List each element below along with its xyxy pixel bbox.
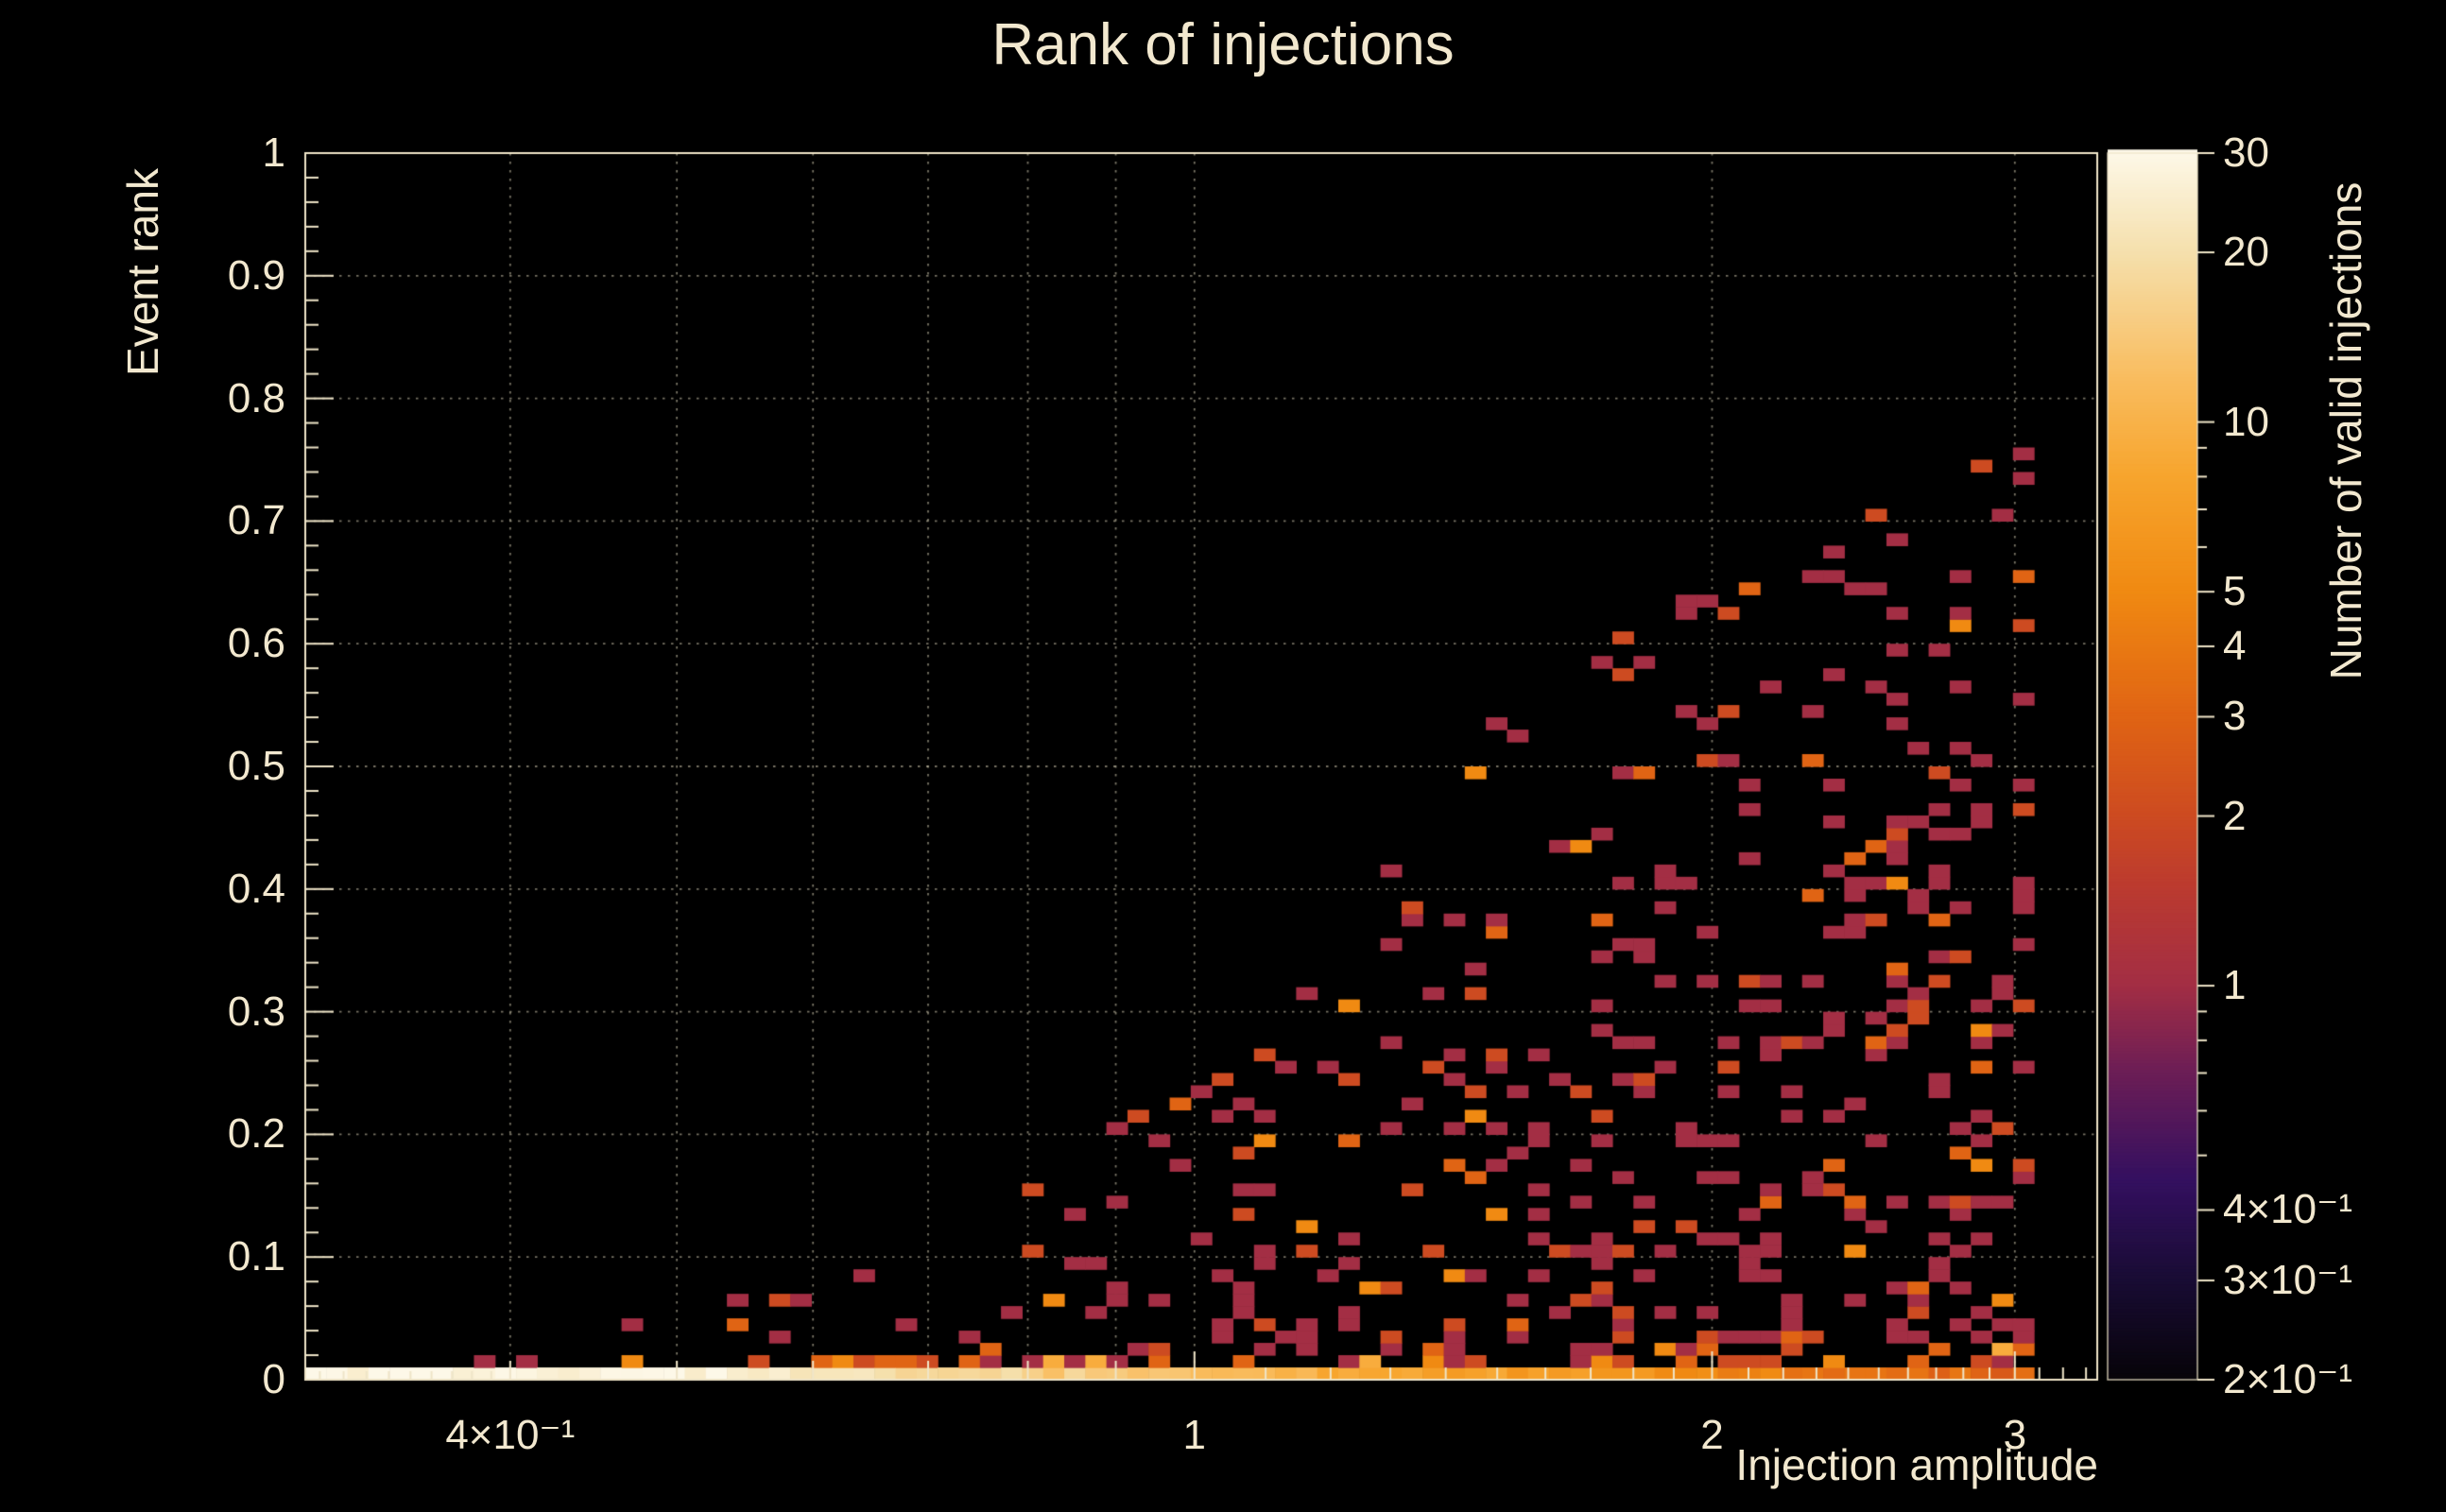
colorbar-tick-label: 30 [2223, 129, 2269, 176]
colorbar-tick-label: 20 [2223, 229, 2269, 276]
y-tick-label: 0.9 [227, 251, 285, 299]
colorbar-tick-label: 4×10⁻¹ [2223, 1186, 2352, 1233]
y-tick-label: 0.6 [227, 620, 285, 667]
colorbar-tick-label: 2×10⁻¹ [2223, 1356, 2352, 1402]
y-tick-label: 0 [262, 1356, 285, 1402]
colorbar-tick-label: 1 [2223, 962, 2247, 1009]
y-tick-label: 0.3 [227, 988, 285, 1035]
chart-title: Rank of injections [991, 12, 1455, 77]
y-tick-label: 0.5 [227, 743, 285, 789]
y-tick-label: 1 [262, 129, 285, 176]
colorbar-tick-label: 3×10⁻¹ [2223, 1256, 2352, 1303]
colorbar-tick-label: 4 [2223, 622, 2247, 669]
y-tick-label: 0.2 [227, 1110, 285, 1158]
x-tick-label: 1 [1182, 1412, 1207, 1458]
y-tick-label: 0.8 [227, 374, 285, 421]
x-tick-label: 3 [2003, 1412, 2027, 1458]
colorbar-tick-label: 3 [2223, 693, 2247, 740]
y-tick-label: 0.7 [227, 497, 285, 544]
colorbar-tick-label: 2 [2223, 792, 2247, 839]
y-tick-label: 0.1 [227, 1233, 285, 1280]
x-axis-label: Injection amplitude [1735, 1440, 2098, 1489]
colorbar-tick-label: 10 [2223, 398, 2269, 445]
colorbar-tick-label: 5 [2223, 568, 2247, 615]
y-tick-label: 0.4 [227, 865, 285, 912]
x-tick-label: 2 [1700, 1412, 1724, 1458]
x-tick-label: 4×10⁻¹ [445, 1412, 576, 1458]
